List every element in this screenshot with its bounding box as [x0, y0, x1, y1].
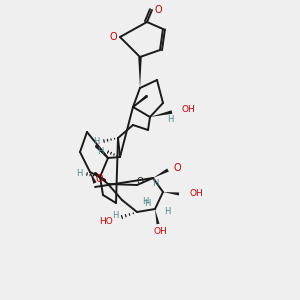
Text: O: O: [136, 176, 143, 185]
Text: H: H: [142, 196, 148, 206]
Text: O: O: [95, 174, 103, 184]
Polygon shape: [133, 95, 148, 107]
Text: O: O: [154, 5, 162, 15]
Polygon shape: [150, 110, 172, 117]
Polygon shape: [138, 57, 142, 88]
Text: H: H: [97, 146, 103, 155]
Text: H: H: [152, 179, 158, 188]
Text: OH: OH: [153, 226, 167, 236]
Text: H: H: [93, 136, 99, 146]
Text: H: H: [144, 200, 150, 208]
Polygon shape: [90, 172, 97, 184]
Polygon shape: [153, 169, 169, 178]
Text: OH: OH: [182, 106, 196, 115]
Polygon shape: [95, 145, 108, 158]
Text: H: H: [112, 212, 118, 220]
Text: H: H: [76, 169, 82, 178]
Polygon shape: [163, 192, 179, 196]
Polygon shape: [155, 209, 160, 224]
Text: OH: OH: [189, 190, 203, 199]
Text: H: H: [167, 116, 173, 124]
Text: H: H: [164, 208, 170, 217]
Text: O: O: [109, 32, 117, 42]
Text: O: O: [173, 163, 181, 173]
Polygon shape: [94, 172, 108, 184]
Text: HO: HO: [99, 218, 113, 226]
